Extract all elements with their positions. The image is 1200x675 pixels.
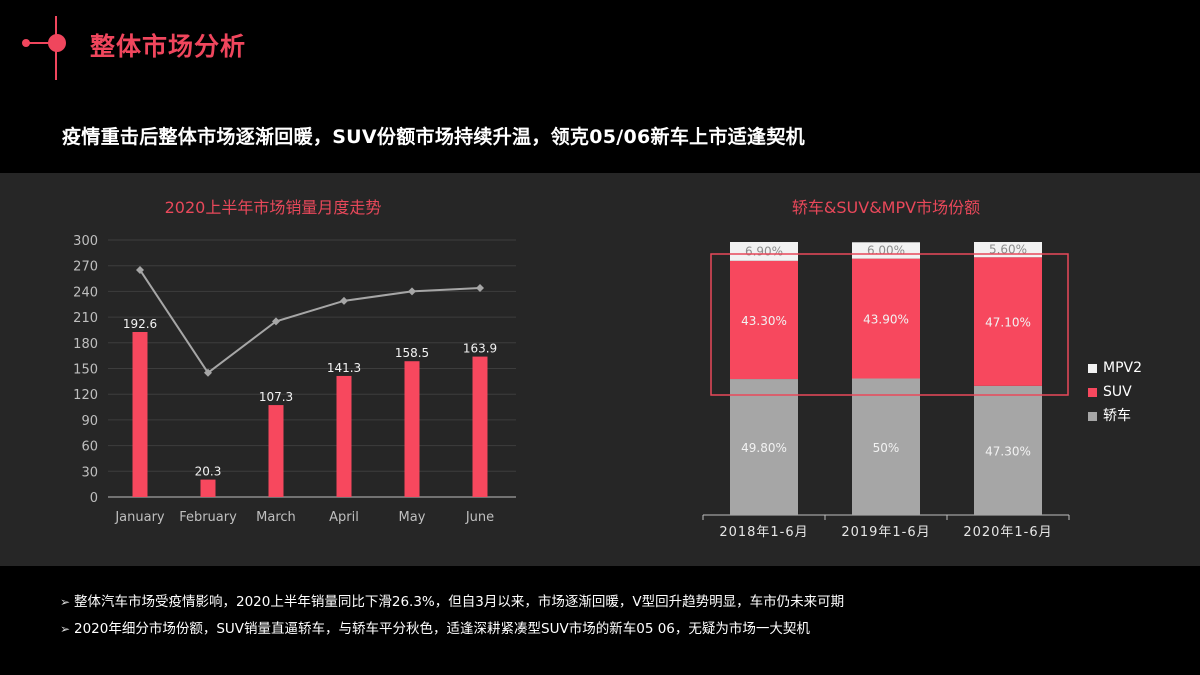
x-tick-label: February [179, 510, 237, 525]
y-tick-label: 30 [81, 465, 98, 480]
legend-label: SUV [1103, 384, 1132, 400]
market-share-chart: 49.80% 43.30% 6.90% 2018年1-6月 50% 43.90% 6.00%… [702, 242, 1070, 540]
x-tick-label: June [465, 510, 494, 525]
y-tick-label: 210 [73, 311, 98, 326]
sedan-swatch-icon [1088, 411, 1097, 421]
x-tick-label: 2019年1-6月 [841, 525, 930, 540]
bar [336, 375, 352, 497]
bullet-text: 2020年细分市场份额，SUV销量直逼轿车，与轿车平分秋色，适逢深耕紧凑型SUV… [74, 621, 810, 637]
bullet-item: ➢ 整体汽车市场受疫情影响，2020上半年销量同比下滑26.3%，但自3月以来，市… [60, 589, 844, 616]
share-legend: MPV2 SUV 轿车 [1088, 356, 1142, 428]
segment-value-label: 43.90% [863, 313, 909, 327]
trend-line [139, 269, 481, 375]
bar [132, 332, 148, 497]
mpv-swatch-icon [1088, 363, 1097, 373]
legend-label: MPV2 [1103, 360, 1143, 376]
segment-value-label: 6.90% [745, 244, 783, 258]
y-tick-label: 120 [73, 388, 98, 403]
stacked-segment [730, 242, 798, 261]
bar-value-label: 141.3 [327, 361, 361, 375]
y-tick-label: 180 [73, 337, 98, 352]
node-line-icon [22, 16, 66, 80]
diamond-marker-icon [136, 265, 144, 274]
diamond-marker-icon [204, 368, 212, 377]
bar [472, 356, 488, 497]
left-chart-title: 2020上半年市场销量月度走势 [164, 198, 382, 217]
diamond-marker-icon [408, 287, 416, 296]
stacked-segment [852, 378, 920, 515]
legend-item-sedan: 轿车 [1088, 404, 1142, 428]
segment-value-label: 5.60% [989, 243, 1027, 257]
legend-item-suv: SUV [1088, 380, 1142, 404]
segment-value-label: 50% [873, 441, 900, 455]
diamond-marker-icon [476, 283, 484, 292]
diamond-marker-icon [340, 296, 348, 305]
legend-label: 轿车 [1103, 408, 1131, 424]
headline: 疫情重击后整体市场逐渐回暖，SUV份额市场持续升温，领克05/06新车上市适逢契… [62, 126, 805, 148]
x-tick-label: 2020年1-6月 [963, 525, 1052, 540]
bar-value-label: 192.6 [123, 317, 157, 331]
segment-value-label: 47.10% [985, 316, 1031, 330]
summary-bullets: ➢ 整体汽车市场受疫情影响，2020上半年销量同比下滑26.3%，但自3月以来，市… [60, 589, 844, 643]
x-tick-label: April [329, 510, 359, 525]
suv-swatch-icon [1088, 387, 1097, 397]
x-tick-label: March [256, 510, 296, 525]
bar [268, 405, 284, 497]
x-tick-label: May [399, 510, 426, 525]
stacked-segment [974, 257, 1042, 386]
diamond-marker-icon [272, 317, 280, 326]
y-tick-label: 150 [73, 363, 98, 378]
stacked-segment [730, 260, 798, 380]
segment-value-label: 6.00% [867, 243, 905, 257]
y-tick-label: 240 [73, 285, 98, 300]
monthly-sales-chart: 0 30 60 90 120 150 180 210 240 270 300 192.6 January… [73, 234, 516, 525]
stacked-segment [730, 379, 798, 515]
y-tick-label: 60 [81, 440, 98, 455]
bar-value-label: 107.3 [259, 390, 293, 404]
legend-item-mpv: MPV2 [1088, 356, 1142, 380]
stacked-segment [974, 385, 1042, 515]
y-tick-label: 90 [81, 414, 98, 429]
bar [200, 479, 216, 497]
stacked-segment [852, 258, 920, 379]
y-tick-label: 300 [73, 234, 98, 249]
bar-value-label: 163.9 [463, 342, 497, 356]
arrowhead-bullet-icon: ➢ [60, 622, 71, 636]
y-tick-label: 0 [90, 491, 98, 506]
page-title: 整体市场分析 [90, 32, 247, 61]
bar-value-label: 20.3 [195, 465, 222, 479]
x-tick-label: January [114, 510, 165, 525]
bar [404, 361, 420, 497]
segment-value-label: 43.30% [741, 314, 787, 328]
right-chart-title: 轿车&SUV&MPV市场份额 [791, 198, 981, 217]
segment-value-label: 49.80% [741, 441, 787, 455]
x-tick-label: 2018年1-6月 [719, 525, 808, 540]
suv-highlight-box [710, 253, 1069, 396]
segment-value-label: 47.30% [985, 444, 1031, 458]
bar-value-label: 158.5 [395, 346, 429, 360]
y-tick-label: 270 [73, 260, 98, 275]
bullet-item: ➢ 2020年细分市场份额，SUV销量直逼轿车，与轿车平分秋色，适逢深耕紧凑型SU… [60, 616, 844, 643]
arrowhead-bullet-icon: ➢ [60, 595, 71, 609]
bullet-text: 整体汽车市场受疫情影响，2020上半年销量同比下滑26.3%，但自3月以来，市场… [74, 594, 845, 610]
